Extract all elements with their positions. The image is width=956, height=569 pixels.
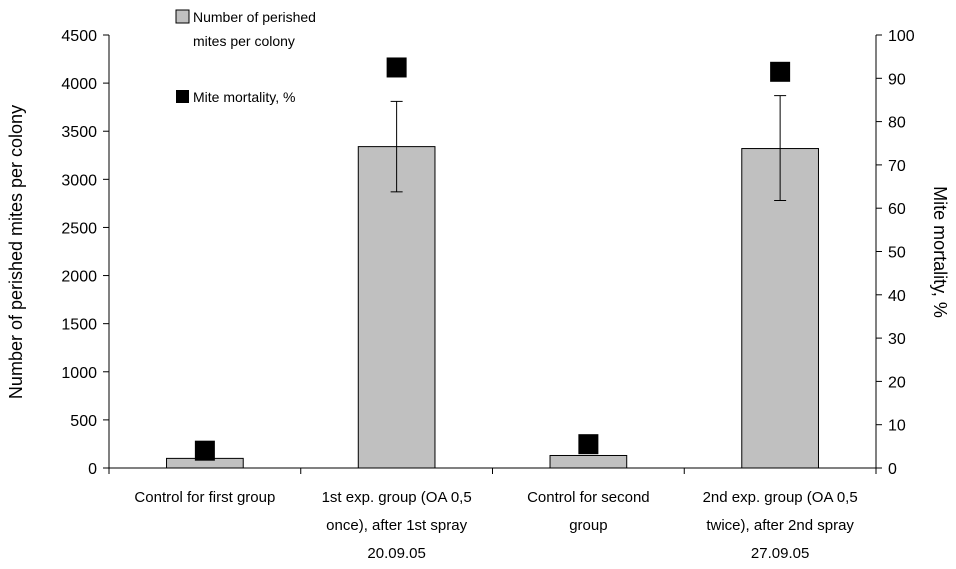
legend-swatch-markers: [176, 90, 189, 103]
x-category-label-line: 20.09.05: [367, 545, 425, 562]
y-left-tick-label: 3500: [61, 124, 97, 141]
y-right-tick-label: 50: [888, 245, 906, 262]
x-category-label-line: group: [569, 517, 607, 534]
y-right-tick-label: 0: [888, 461, 897, 478]
y-axis-left-title: Number of perished mites per colony: [6, 105, 26, 399]
x-category-label: Control for first group: [134, 489, 275, 506]
mortality-markers: [194, 57, 791, 461]
y-right-tick-label: 80: [888, 115, 906, 132]
x-category-label-line: once), after 1st spray: [326, 517, 467, 534]
y-right-tick-label: 100: [888, 28, 915, 45]
x-category-label: 1st exp. group (OA 0,5 once), after 1st s…: [322, 489, 472, 562]
y-right-tick-label: 70: [888, 158, 906, 175]
x-category-label-line: Control for first group: [134, 489, 275, 506]
x-category-label-line: 1st exp. group (OA 0,5: [322, 489, 472, 506]
y-left-tick-label: 1500: [61, 317, 97, 334]
y-left-tick-label: 1000: [61, 365, 97, 382]
bar-series: [166, 146, 819, 469]
y-right-tick-label: 10: [888, 418, 906, 435]
x-axis: Control for first group 1st exp. group (O…: [108, 467, 877, 562]
x-category-label-line: Control for second: [527, 489, 650, 506]
y-left-tick-label: 4000: [61, 76, 97, 93]
legend: Number of perished mites per colony Mite m…: [175, 9, 316, 105]
y-left-tick-label: 4500: [61, 28, 97, 45]
y-left-tick-label: 2500: [61, 220, 97, 237]
x-category-label: Control for second group: [527, 489, 650, 534]
legend-label-bars: Number of perished: [193, 9, 316, 25]
x-category-label: 2nd exp. group (OA 0,5 twice), after 2nd …: [703, 489, 858, 562]
legend-label-bars: mites per colony: [193, 33, 295, 49]
y-right-tick-label: 90: [888, 71, 906, 88]
x-category-label-line: 27.09.05: [751, 545, 809, 562]
legend-swatch-bars: [175, 9, 190, 24]
mortality-marker: [194, 440, 215, 461]
y-left-tick-label: 3000: [61, 172, 97, 189]
x-category-label-line: 2nd exp. group (OA 0,5: [703, 489, 858, 506]
y-axis-right-title: Mite mortality, %: [930, 186, 950, 318]
mortality-marker: [770, 61, 791, 82]
error-bars: [390, 95, 787, 202]
y-right-tick-label: 40: [888, 288, 906, 305]
y-left-tick-label: 2000: [61, 269, 97, 286]
mortality-marker: [578, 434, 599, 455]
mortality-marker: [386, 57, 407, 78]
y-right-tick-label: 30: [888, 331, 906, 348]
x-category-label-line: twice), after 2nd spray: [706, 517, 854, 534]
y-right-tick-label: 20: [888, 374, 906, 391]
y-left-tick-label: 500: [70, 413, 97, 430]
y-axis-left: 0 500 1000 1500 2000 2500 3000 3500 4000 4500: [61, 28, 110, 478]
bar: [741, 148, 819, 469]
y-left-tick-label: 0: [88, 461, 97, 478]
legend-label-markers: Mite mortality, %: [193, 89, 295, 105]
y-axis-right: 0 10 20 30 40 50 60 70 80 90 100: [875, 28, 915, 478]
bar: [357, 146, 436, 469]
y-right-tick-label: 60: [888, 201, 906, 218]
bar: [549, 454, 628, 469]
